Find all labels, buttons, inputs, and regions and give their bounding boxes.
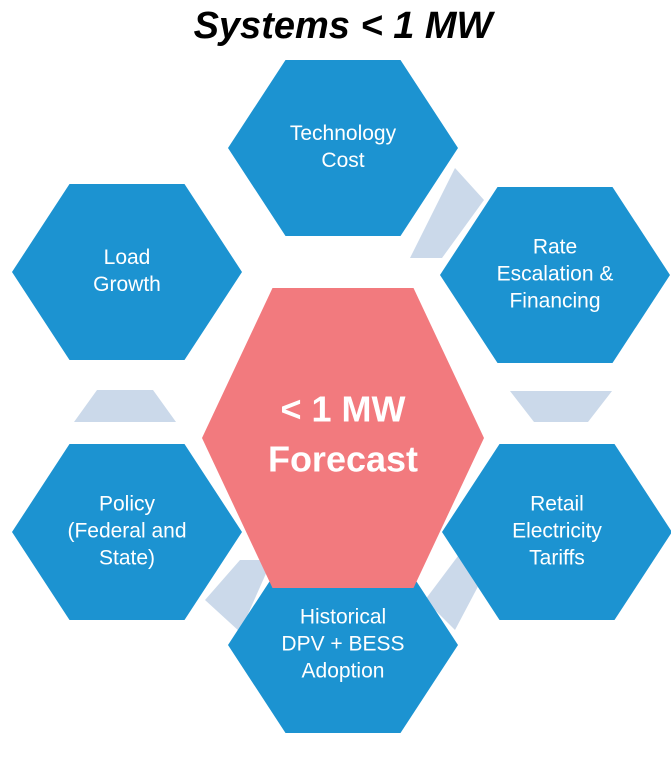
connector <box>74 390 176 422</box>
center-label: Forecast <box>268 439 418 480</box>
node-label: Adoption <box>302 660 385 683</box>
node-hexagon <box>440 187 670 363</box>
node-label: Technology <box>290 122 397 145</box>
node-label: State) <box>99 547 155 570</box>
node-label: Historical <box>300 606 386 629</box>
node-label: DPV + BESS <box>281 633 404 656</box>
node-hexagon <box>228 557 458 733</box>
center-label: < 1 MW <box>280 389 405 430</box>
node-label: Load <box>104 246 151 269</box>
node-label: Financing <box>509 290 600 313</box>
node-label: Growth <box>93 273 161 296</box>
connector <box>410 168 484 258</box>
node-label: Retail <box>530 493 584 516</box>
connector <box>205 560 272 632</box>
node-hexagon <box>228 60 458 236</box>
node-label: Rate <box>533 236 577 259</box>
node-label: (Federal and <box>67 520 186 543</box>
center-hexagon <box>202 288 484 588</box>
node-label: Tariffs <box>529 547 585 570</box>
title: Systems < 1 MW <box>194 5 496 47</box>
node-label: Cost <box>321 149 364 172</box>
node-hexagon <box>12 444 242 620</box>
node-hexagon <box>442 444 671 620</box>
connector <box>510 391 612 422</box>
node-hexagon <box>12 184 242 360</box>
node-label: Escalation & <box>497 263 614 286</box>
node-label: Policy <box>99 493 156 516</box>
node-label: Electricity <box>512 520 602 543</box>
